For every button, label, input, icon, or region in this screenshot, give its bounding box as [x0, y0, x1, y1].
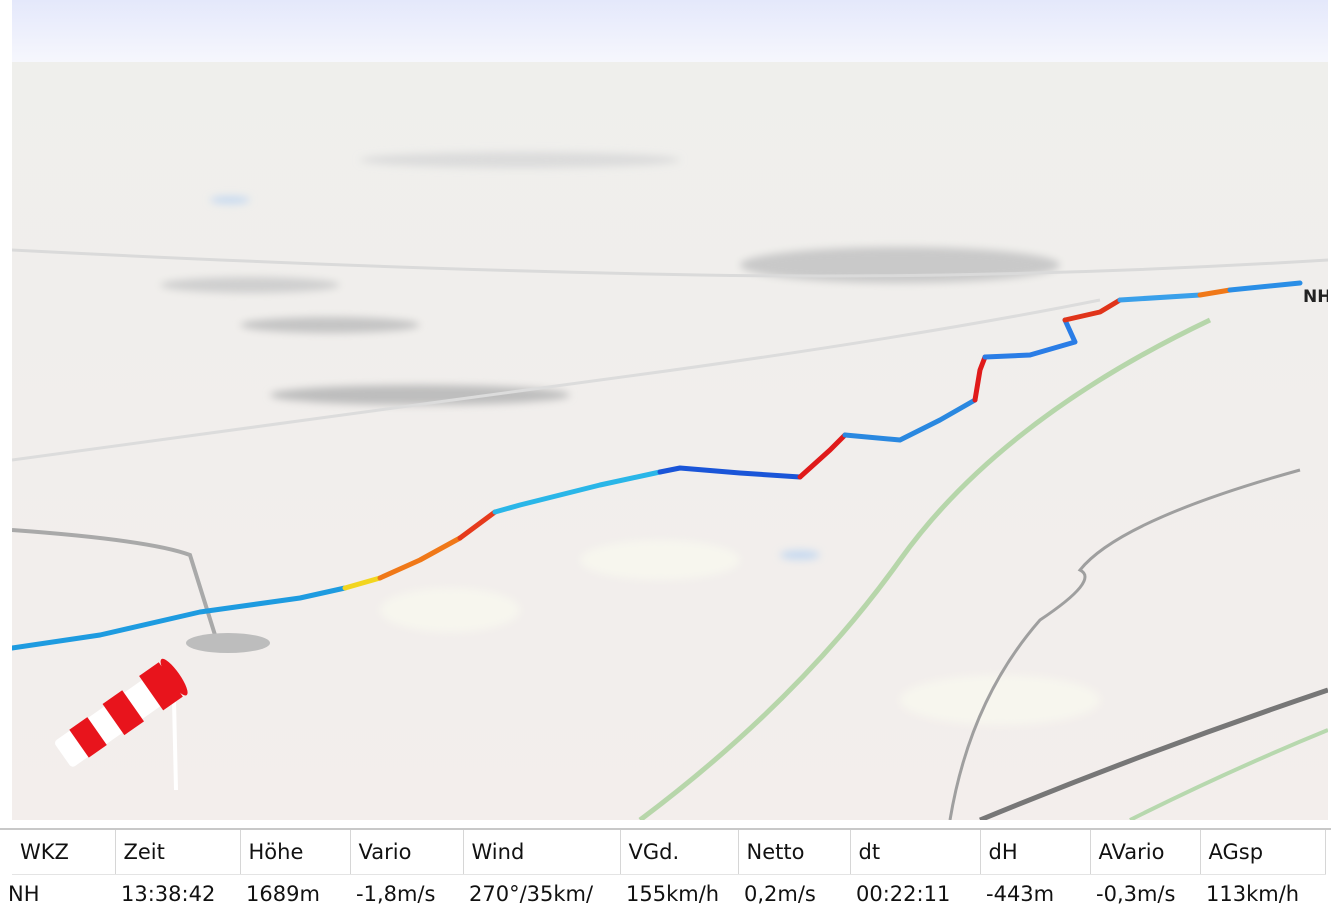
terrain [12, 62, 1328, 820]
table-cell: 113km/h [1206, 882, 1300, 906]
column-header[interactable]: Zeit [115, 830, 241, 875]
table-cell: -1,8m/s [356, 882, 436, 906]
table-cell: 270°/35km/ [469, 882, 594, 906]
airfield [186, 633, 270, 653]
column-header[interactable]: Vario [350, 830, 464, 875]
column-header[interactable]: VGd. [620, 830, 739, 875]
data-grid: WKZ Zeit Höhe Vario Wind VGd. Netto dt dH AVario A… [0, 828, 1331, 915]
table-cell: 1689m [246, 882, 320, 906]
map-label: NH [1303, 287, 1328, 307]
table-cell: 155km/h [626, 882, 720, 906]
column-header[interactable]: AGsp [1200, 830, 1326, 875]
column-header[interactable]: Netto [738, 830, 851, 875]
table-cell: NH [8, 882, 40, 906]
flight-track [12, 280, 1303, 651]
column-header[interactable]: dH [980, 830, 1091, 875]
terrain-features [160, 152, 1100, 725]
table-cell: 0,2m/s [744, 882, 816, 906]
table-cell: 13:38:42 [121, 882, 216, 906]
column-header[interactable]: dt [850, 830, 981, 875]
column-header[interactable]: AVario [1090, 830, 1201, 875]
table-cell: 00:22:11 [856, 882, 951, 906]
table-row: NH 13:38:42 1689m -1,8m/s 270°/35km/155km/h 0… [8, 875, 1325, 914]
flight-table: WKZ Zeit Höhe Vario Wind VGd. Netto dt dH AVario A… [8, 830, 1326, 914]
column-header[interactable]: Wind [463, 830, 621, 875]
column-header[interactable]: Höhe [240, 830, 351, 875]
windsock [55, 658, 188, 791]
map-3d-view[interactable]: NH [12, 0, 1328, 820]
column-header[interactable]: WKZ [12, 830, 116, 875]
roads [12, 248, 1328, 820]
table-cell: -0,3m/s [1096, 882, 1176, 906]
sky [12, 0, 1328, 62]
table-cell: -443m [986, 882, 1055, 906]
